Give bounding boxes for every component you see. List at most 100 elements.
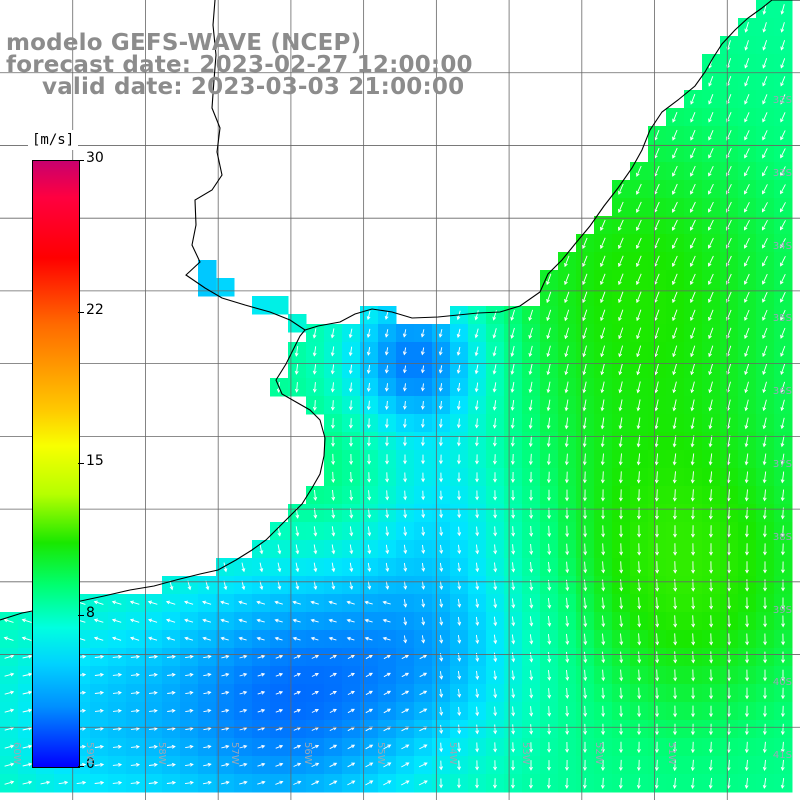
wind-arrow <box>346 636 355 641</box>
wind-arrow <box>582 291 588 304</box>
wind-arrow <box>419 708 428 714</box>
wind-arrow <box>329 780 338 786</box>
wind-arrow <box>112 672 123 677</box>
wind-arrow <box>112 690 122 695</box>
wind-arrow <box>111 600 122 605</box>
wind-arrow <box>275 654 284 659</box>
wind-arrow <box>565 741 569 753</box>
wind-arrow <box>707 219 714 231</box>
wind-arrow <box>619 633 624 646</box>
wind-arrow <box>763 615 767 628</box>
wind-arrow <box>421 526 426 537</box>
wind-arrow <box>636 219 642 231</box>
wind-arrow <box>201 600 212 605</box>
wind-arrow <box>529 471 533 484</box>
wind-arrow <box>403 635 408 644</box>
wind-arrow <box>365 780 374 786</box>
wind-arrow <box>439 760 444 771</box>
wind-arrow <box>475 454 479 465</box>
wind-arrow <box>294 346 299 357</box>
wind-arrow <box>493 526 498 537</box>
wind-arrow <box>763 687 767 700</box>
wind-arrow <box>744 435 749 448</box>
wind-arrow <box>331 544 336 555</box>
wind-arrow <box>131 708 140 713</box>
wind-arrow <box>619 525 623 538</box>
wind-arrow <box>781 669 785 682</box>
wind-arrow <box>22 654 33 659</box>
wind-arrow <box>565 705 570 717</box>
wind-arrow <box>636 309 642 322</box>
wind-arrow <box>744 327 750 339</box>
wind-arrow <box>129 618 140 623</box>
wind-arrow <box>547 688 552 699</box>
wind-arrow <box>673 543 677 556</box>
wind-arrow <box>601 687 606 700</box>
wind-arrow <box>223 562 228 573</box>
wind-arrow <box>364 618 373 623</box>
wind-arrow <box>328 636 337 641</box>
wind-arrow <box>636 417 641 430</box>
wind-arrow <box>672 273 678 286</box>
wind-arrow <box>203 762 212 767</box>
wind-arrow <box>744 399 749 412</box>
wind-arrow <box>493 634 498 645</box>
wind-arrow <box>528 399 533 412</box>
wind-arrow <box>475 490 479 501</box>
wind-arrow <box>762 184 768 195</box>
wind-arrow <box>330 400 335 411</box>
wind-arrow <box>401 654 410 660</box>
wind-arrow <box>148 762 158 767</box>
wind-arrow <box>94 780 105 785</box>
wind-arrow <box>709 597 714 610</box>
wind-arrow <box>130 690 140 695</box>
wind-arrow <box>636 435 641 448</box>
wind-arrow <box>547 615 552 627</box>
wind-arrow <box>457 580 462 591</box>
wind-arrow <box>312 346 317 357</box>
wind-arrow <box>637 543 642 556</box>
wind-arrow <box>93 636 104 641</box>
wind-arrow <box>383 654 391 660</box>
wind-arrow <box>330 382 335 393</box>
wind-arrow <box>438 436 443 447</box>
wind-arrow <box>528 363 533 376</box>
wind-arrow <box>383 708 392 714</box>
wind-arrow <box>727 705 731 718</box>
wind-arrow <box>493 652 498 663</box>
wind-arrow <box>619 651 624 664</box>
wind-arrow <box>762 723 767 736</box>
wind-arrow <box>439 778 443 789</box>
wind-arrow <box>689 219 696 231</box>
wind-arrow <box>331 580 336 590</box>
wind-arrow <box>780 40 786 51</box>
wind-arrow <box>529 706 534 717</box>
wind-arrow <box>689 237 696 249</box>
wind-arrow <box>439 635 444 644</box>
wind-arrow <box>601 525 606 538</box>
wind-arrow <box>294 382 299 393</box>
wind-arrow <box>690 417 695 430</box>
wind-arrow <box>691 525 695 538</box>
wind-arrow <box>547 561 552 574</box>
wind-arrow <box>672 363 678 376</box>
wind-arrow <box>744 273 750 285</box>
wind-arrow <box>256 600 266 605</box>
wind-arrow <box>672 453 677 466</box>
wind-arrow <box>328 618 337 623</box>
wind-arrow <box>690 93 696 105</box>
wind-arrow <box>582 453 587 466</box>
wind-arrow <box>619 669 624 682</box>
wind-arrow <box>311 654 320 659</box>
wind-arrow <box>528 417 533 430</box>
lat-label: 33S <box>772 168 792 179</box>
wind-arrow <box>511 544 516 555</box>
wind-arrow <box>547 652 552 663</box>
wind-arrow <box>780 4 785 15</box>
wind-arrow <box>726 723 731 736</box>
wind-arrow <box>112 744 122 749</box>
wind-arrow <box>672 489 677 502</box>
lon-label: 58W <box>156 742 167 765</box>
wind-arrow <box>618 363 623 376</box>
